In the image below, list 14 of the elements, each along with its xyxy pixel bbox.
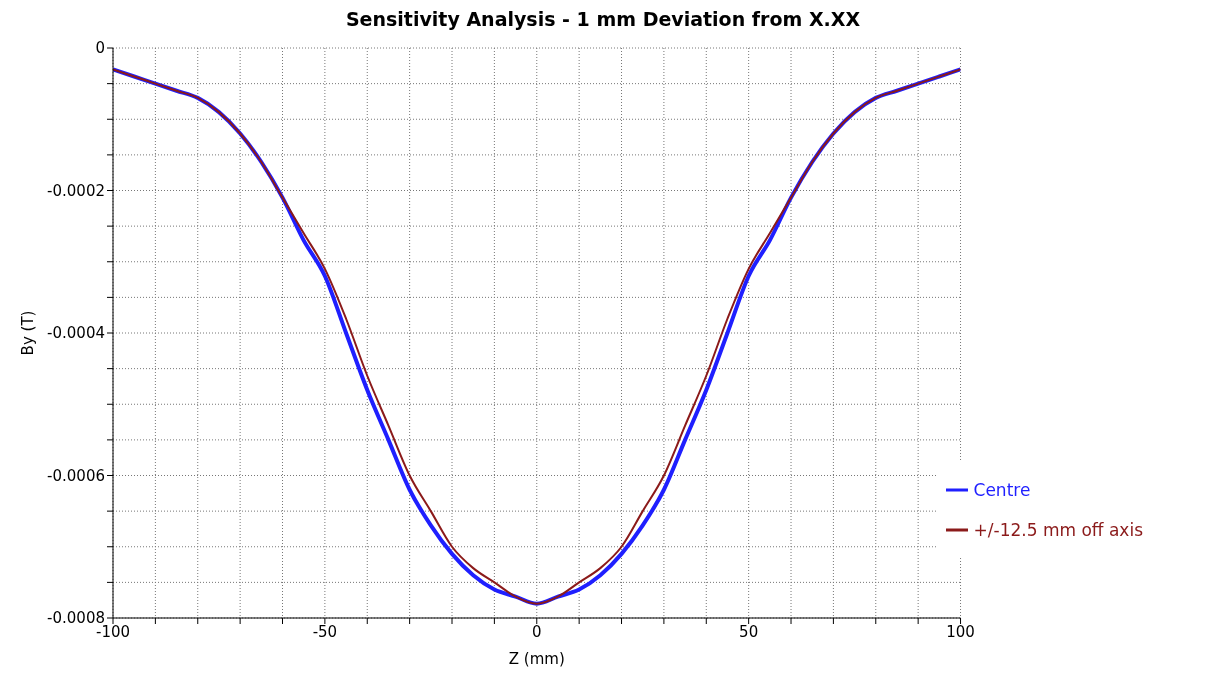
y-tick-label: -0.0004 (47, 324, 105, 343)
x-tick-label: 50 (739, 622, 759, 641)
y-axis-title: By (T) (19, 310, 38, 356)
x-tick-label: 100 (946, 622, 975, 641)
y-tick-label: 0 (95, 39, 105, 58)
y-tick-label: -0.0006 (47, 466, 105, 485)
y-tick-label: -0.0002 (47, 181, 105, 200)
x-tick-label: -100 (95, 622, 131, 641)
x-tick-label: 0 (531, 622, 542, 641)
legend-label: +/-12.5 mm off axis (973, 519, 1143, 542)
chart-title: Sensitivity Analysis - 1 mm Deviation from X.XX (344, 8, 862, 32)
x-tick-label: -50 (312, 622, 338, 641)
x-axis-title: Z (mm) (508, 650, 565, 668)
legend-label: Centre (973, 479, 1031, 502)
